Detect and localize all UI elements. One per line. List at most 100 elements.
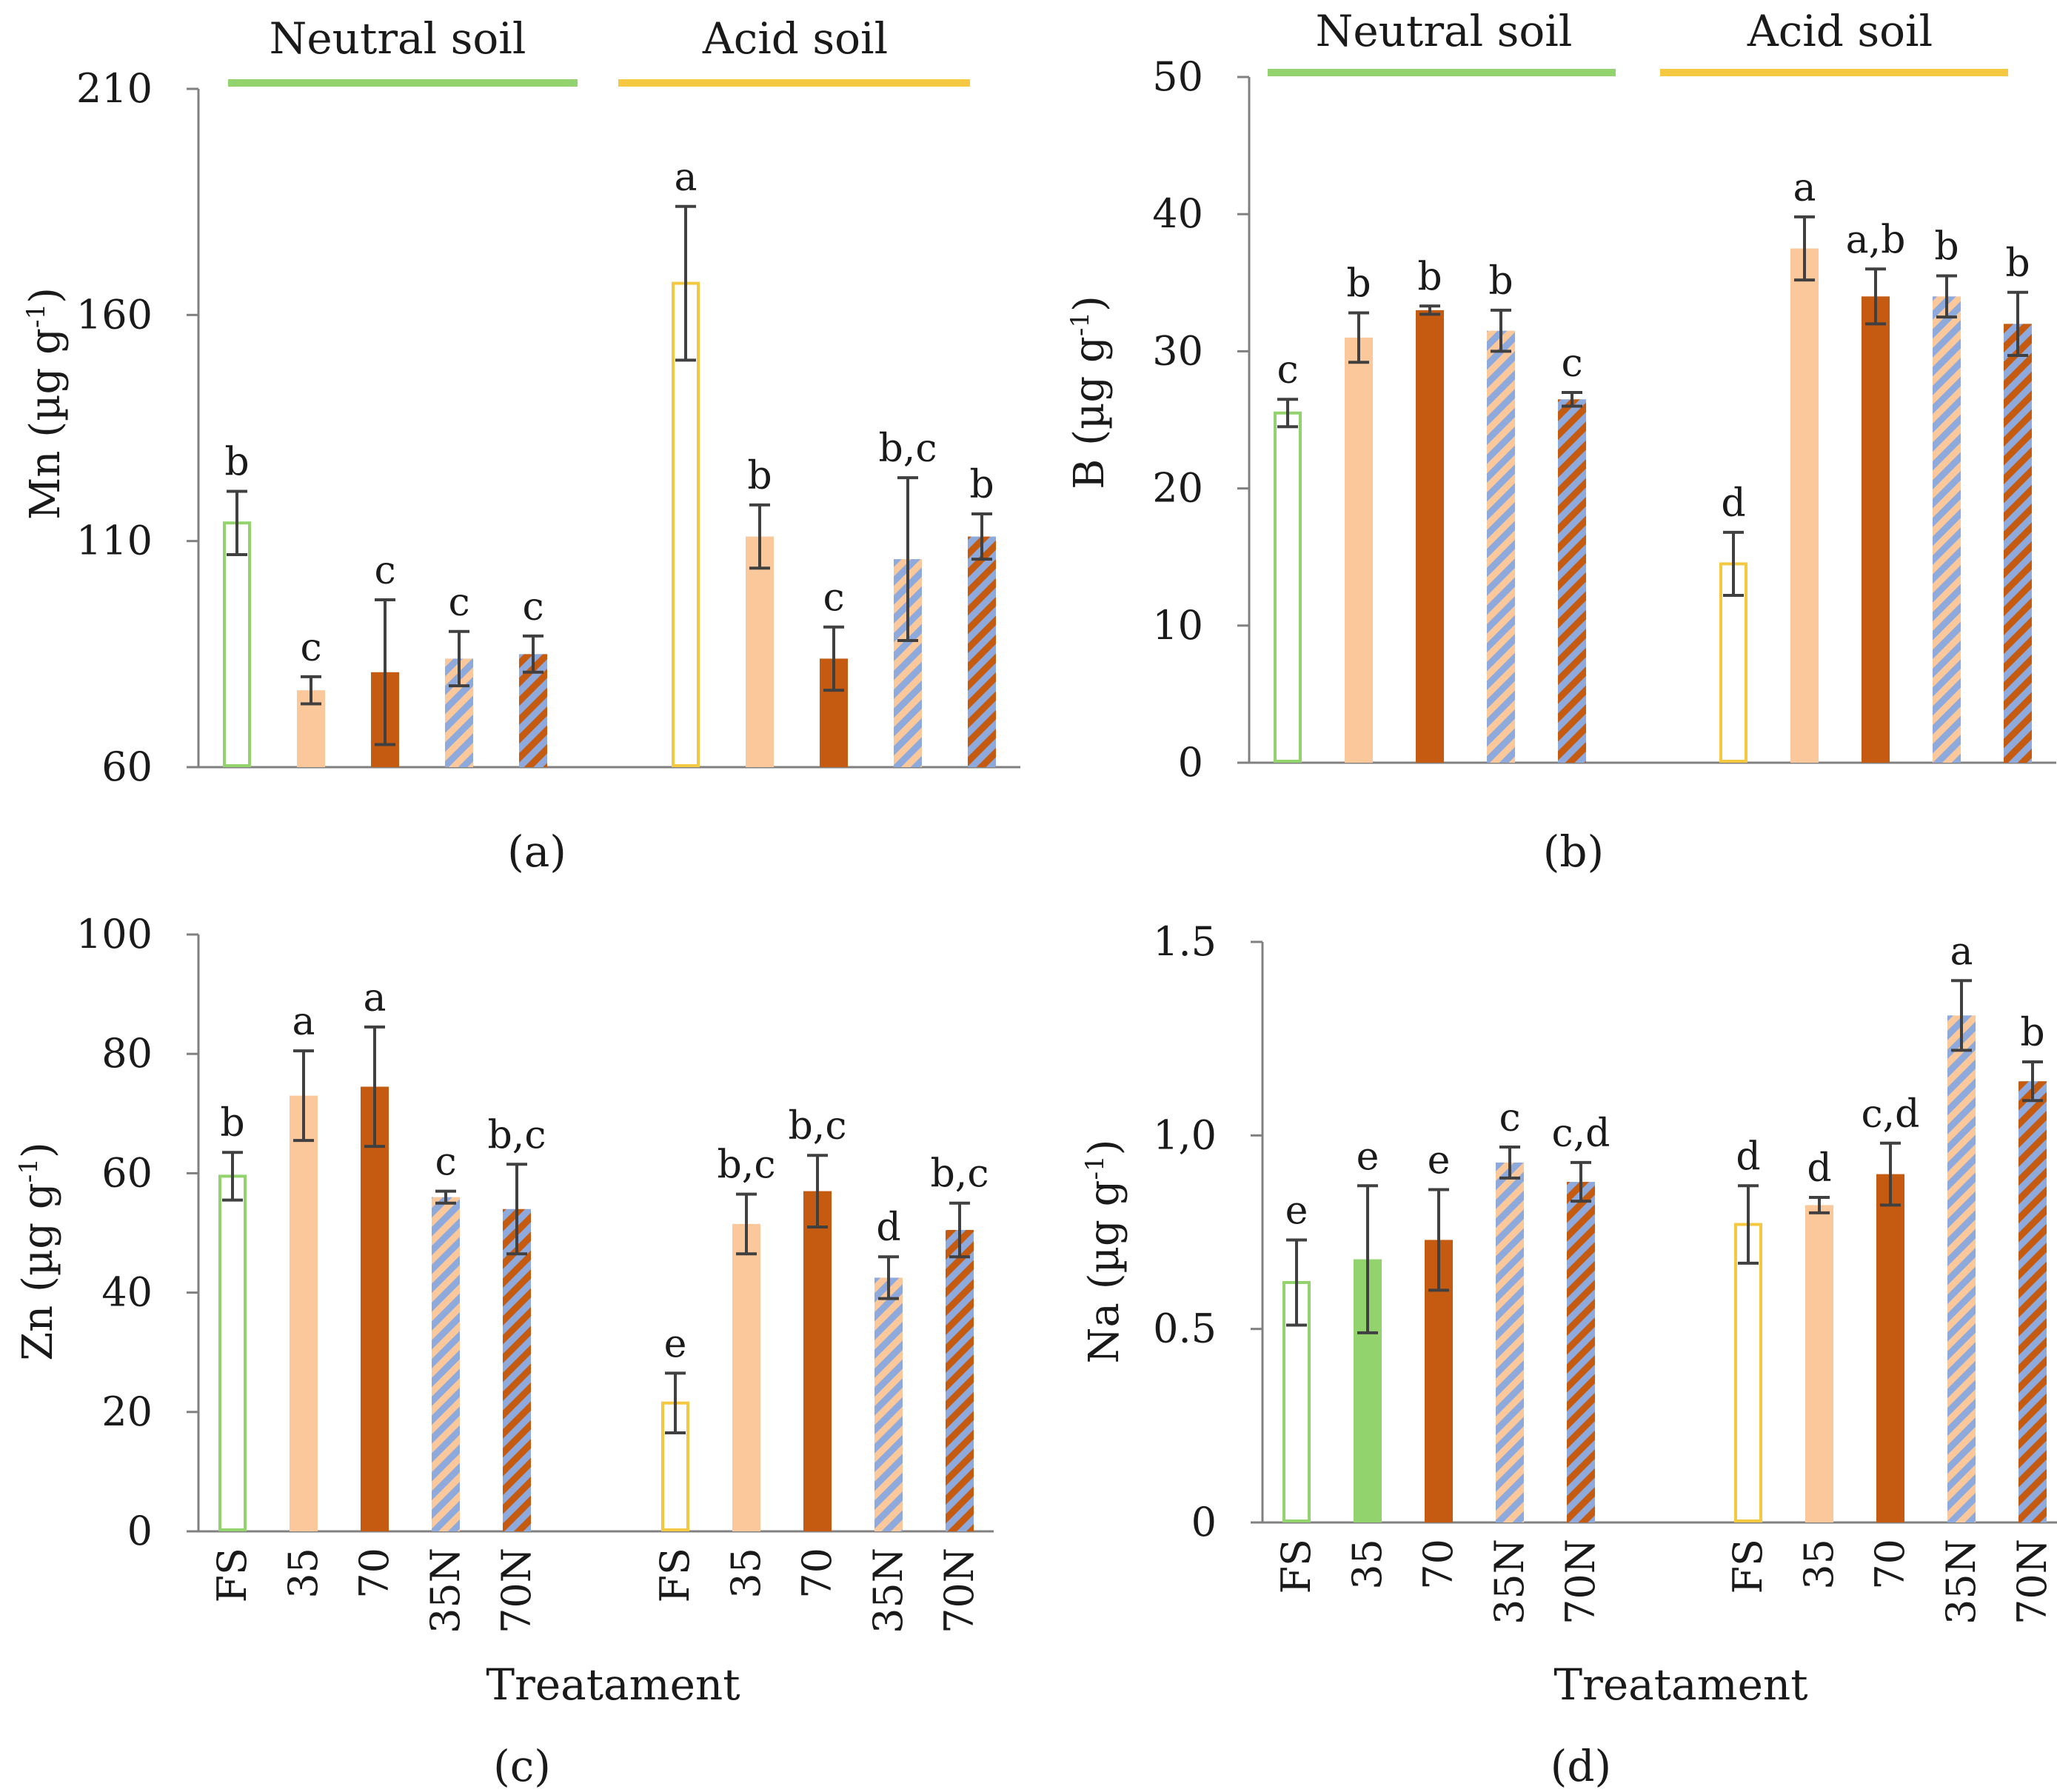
y-tick-label: 10: [1152, 602, 1203, 649]
category-label: 70: [1415, 1539, 1462, 1590]
significance-letter: b: [1934, 225, 1959, 270]
bar-fs-neutral: [223, 521, 251, 767]
y-tick-label: 0: [127, 1508, 153, 1554]
y-tick-label: 0: [1178, 739, 1203, 786]
bar-fs-neutral: [1274, 411, 1302, 763]
bar-70n-acid: [2018, 1081, 2047, 1522]
significance-letter: e: [1285, 1188, 1308, 1233]
y-tick-label: 50: [1152, 53, 1203, 100]
significance-letter: c,d: [1862, 1092, 1920, 1137]
significance-letter: e: [1428, 1139, 1451, 1183]
significance-letter: b: [220, 1101, 244, 1146]
panel-c-plot: 0 20 40 60 80 100 b FS a 35 a 70 c 35N b,c 70N e FS b,c 35 b…: [76, 911, 994, 1634]
panel-c-xlabel: Treatament: [486, 1659, 740, 1710]
significance-letter: e: [664, 1322, 687, 1366]
significance-letter: d: [1721, 481, 1745, 526]
panel-d-caption: (d): [1551, 1741, 1611, 1791]
bar-70n-neutral: [1558, 399, 1586, 763]
significance-letter: d: [1736, 1134, 1760, 1179]
y-tick-label: 210: [76, 65, 153, 112]
category-label: 70N: [2009, 1539, 2056, 1625]
significance-letter: e: [1357, 1134, 1379, 1179]
category-label: 70: [1867, 1539, 1913, 1590]
panel-b: Neutral soil Acid soil 0 10 20 30 40 50 c b b b c d…: [1066, 6, 2056, 877]
significance-letter: c: [374, 549, 395, 593]
significance-letter: b: [1488, 259, 1513, 304]
significance-letter: a: [674, 156, 697, 200]
bar-35n-neutral: [1496, 1162, 1524, 1522]
panel-d-xlabel: Treatament: [1553, 1659, 1807, 1710]
significance-letter: c,d: [1552, 1111, 1611, 1156]
bar-35-acid: [1790, 248, 1819, 763]
bar-35-acid: [746, 536, 774, 767]
significance-letter: b: [747, 454, 772, 498]
bar-35-neutral: [290, 1095, 318, 1531]
y-tick-label: 30: [1152, 327, 1203, 374]
bar-35n-neutral: [432, 1197, 460, 1531]
y-tick-label: 110: [76, 518, 153, 564]
panel-a: Neutral soil Acid soil 60 110 160 210 b c c c c a…: [21, 13, 1020, 877]
significance-letter: c: [1277, 348, 1298, 392]
panel-a-caption: (a): [507, 826, 566, 877]
significance-letter: b,c: [488, 1113, 546, 1157]
significance-letter: b,c: [718, 1143, 776, 1188]
bar-70n-neutral: [1567, 1182, 1595, 1522]
category-label: 35N: [865, 1548, 912, 1634]
significance-letter: d: [876, 1206, 900, 1250]
bar-70n-acid: [946, 1229, 974, 1531]
significance-letter: b,c: [931, 1152, 989, 1197]
category-label: 35N: [1938, 1539, 1984, 1625]
significance-letter: a: [1793, 166, 1816, 210]
significance-letter: a,b: [1846, 218, 1906, 262]
significance-letter: c: [1561, 341, 1582, 386]
bar-35-neutral: [1345, 337, 1373, 763]
panel-b-ylabel: B (µg g-1): [1066, 295, 1114, 489]
panel-c-ylabel: Zn (µg g-1): [14, 1142, 62, 1361]
significance-letter: d: [1807, 1146, 1831, 1191]
y-tick-label: 80: [101, 1030, 153, 1077]
y-tick-label: 100: [76, 911, 153, 957]
bar-70n-neutral: [503, 1208, 531, 1531]
bar-35n-acid: [1947, 1015, 1976, 1522]
y-tick-label: 0: [1191, 1499, 1217, 1545]
y-tick-label: 60: [101, 743, 153, 790]
category-label: 35: [1344, 1539, 1391, 1590]
significance-letter: b: [1417, 255, 1442, 299]
panel-a-ylabel: Mn (µg g-1): [21, 287, 70, 520]
category-label: FS: [652, 1548, 698, 1602]
bar-35-acid: [732, 1223, 760, 1531]
panel-b-caption: (b): [1543, 826, 1604, 877]
y-tick-label: 1.5: [1153, 918, 1217, 965]
category-label: 70N: [936, 1548, 983, 1634]
y-tick-label: 20: [101, 1388, 153, 1435]
bar-70-acid: [1876, 1174, 1904, 1522]
category-label: 35: [1796, 1539, 1842, 1590]
significance-letter: a: [1950, 929, 1973, 974]
y-tick-label: 160: [76, 291, 153, 338]
y-tick-label: 40: [1152, 190, 1203, 237]
panel-d: 0 0.5 1,0 1.5 e FS e 35 e 70 c 35N c,d 70N d FS d 35 c,d 70…: [1080, 918, 2057, 1791]
significance-letter: c: [823, 576, 844, 621]
bar-35n-neutral: [1487, 330, 1515, 763]
significance-letter: b: [2005, 241, 2030, 286]
y-tick-label: 1,0: [1153, 1111, 1217, 1158]
y-tick-label: 20: [1152, 465, 1203, 512]
significance-letter: c: [448, 581, 469, 625]
significance-letter: a: [363, 976, 386, 1020]
category-label: FS: [1725, 1539, 1771, 1594]
bar-70n-acid: [968, 536, 996, 767]
bar-70-neutral: [1416, 310, 1444, 763]
bar-70-neutral: [361, 1086, 389, 1531]
panel-d-ylabel: Na (µg g-1): [1080, 1140, 1128, 1364]
panel-b-group-label-acid: Acid soil: [1747, 6, 1933, 56]
panel-d-plot: 0 0.5 1,0 1.5 e FS e 35 e 70 c 35N c,d 70N d FS d 35 c,d 70…: [1153, 918, 2057, 1625]
bar-70-acid: [1862, 296, 1890, 763]
significance-letter: c: [300, 626, 321, 670]
category-label: 35N: [1486, 1539, 1533, 1625]
significance-letter: b,c: [789, 1104, 847, 1149]
panel-c: 0 20 40 60 80 100 b FS a 35 a 70 c 35N b,c 70N e FS b,c 35 b…: [14, 911, 994, 1791]
panel-c-caption: (c): [493, 1741, 551, 1791]
bar-35n-acid: [874, 1277, 903, 1531]
significance-letter: c: [1499, 1096, 1520, 1140]
